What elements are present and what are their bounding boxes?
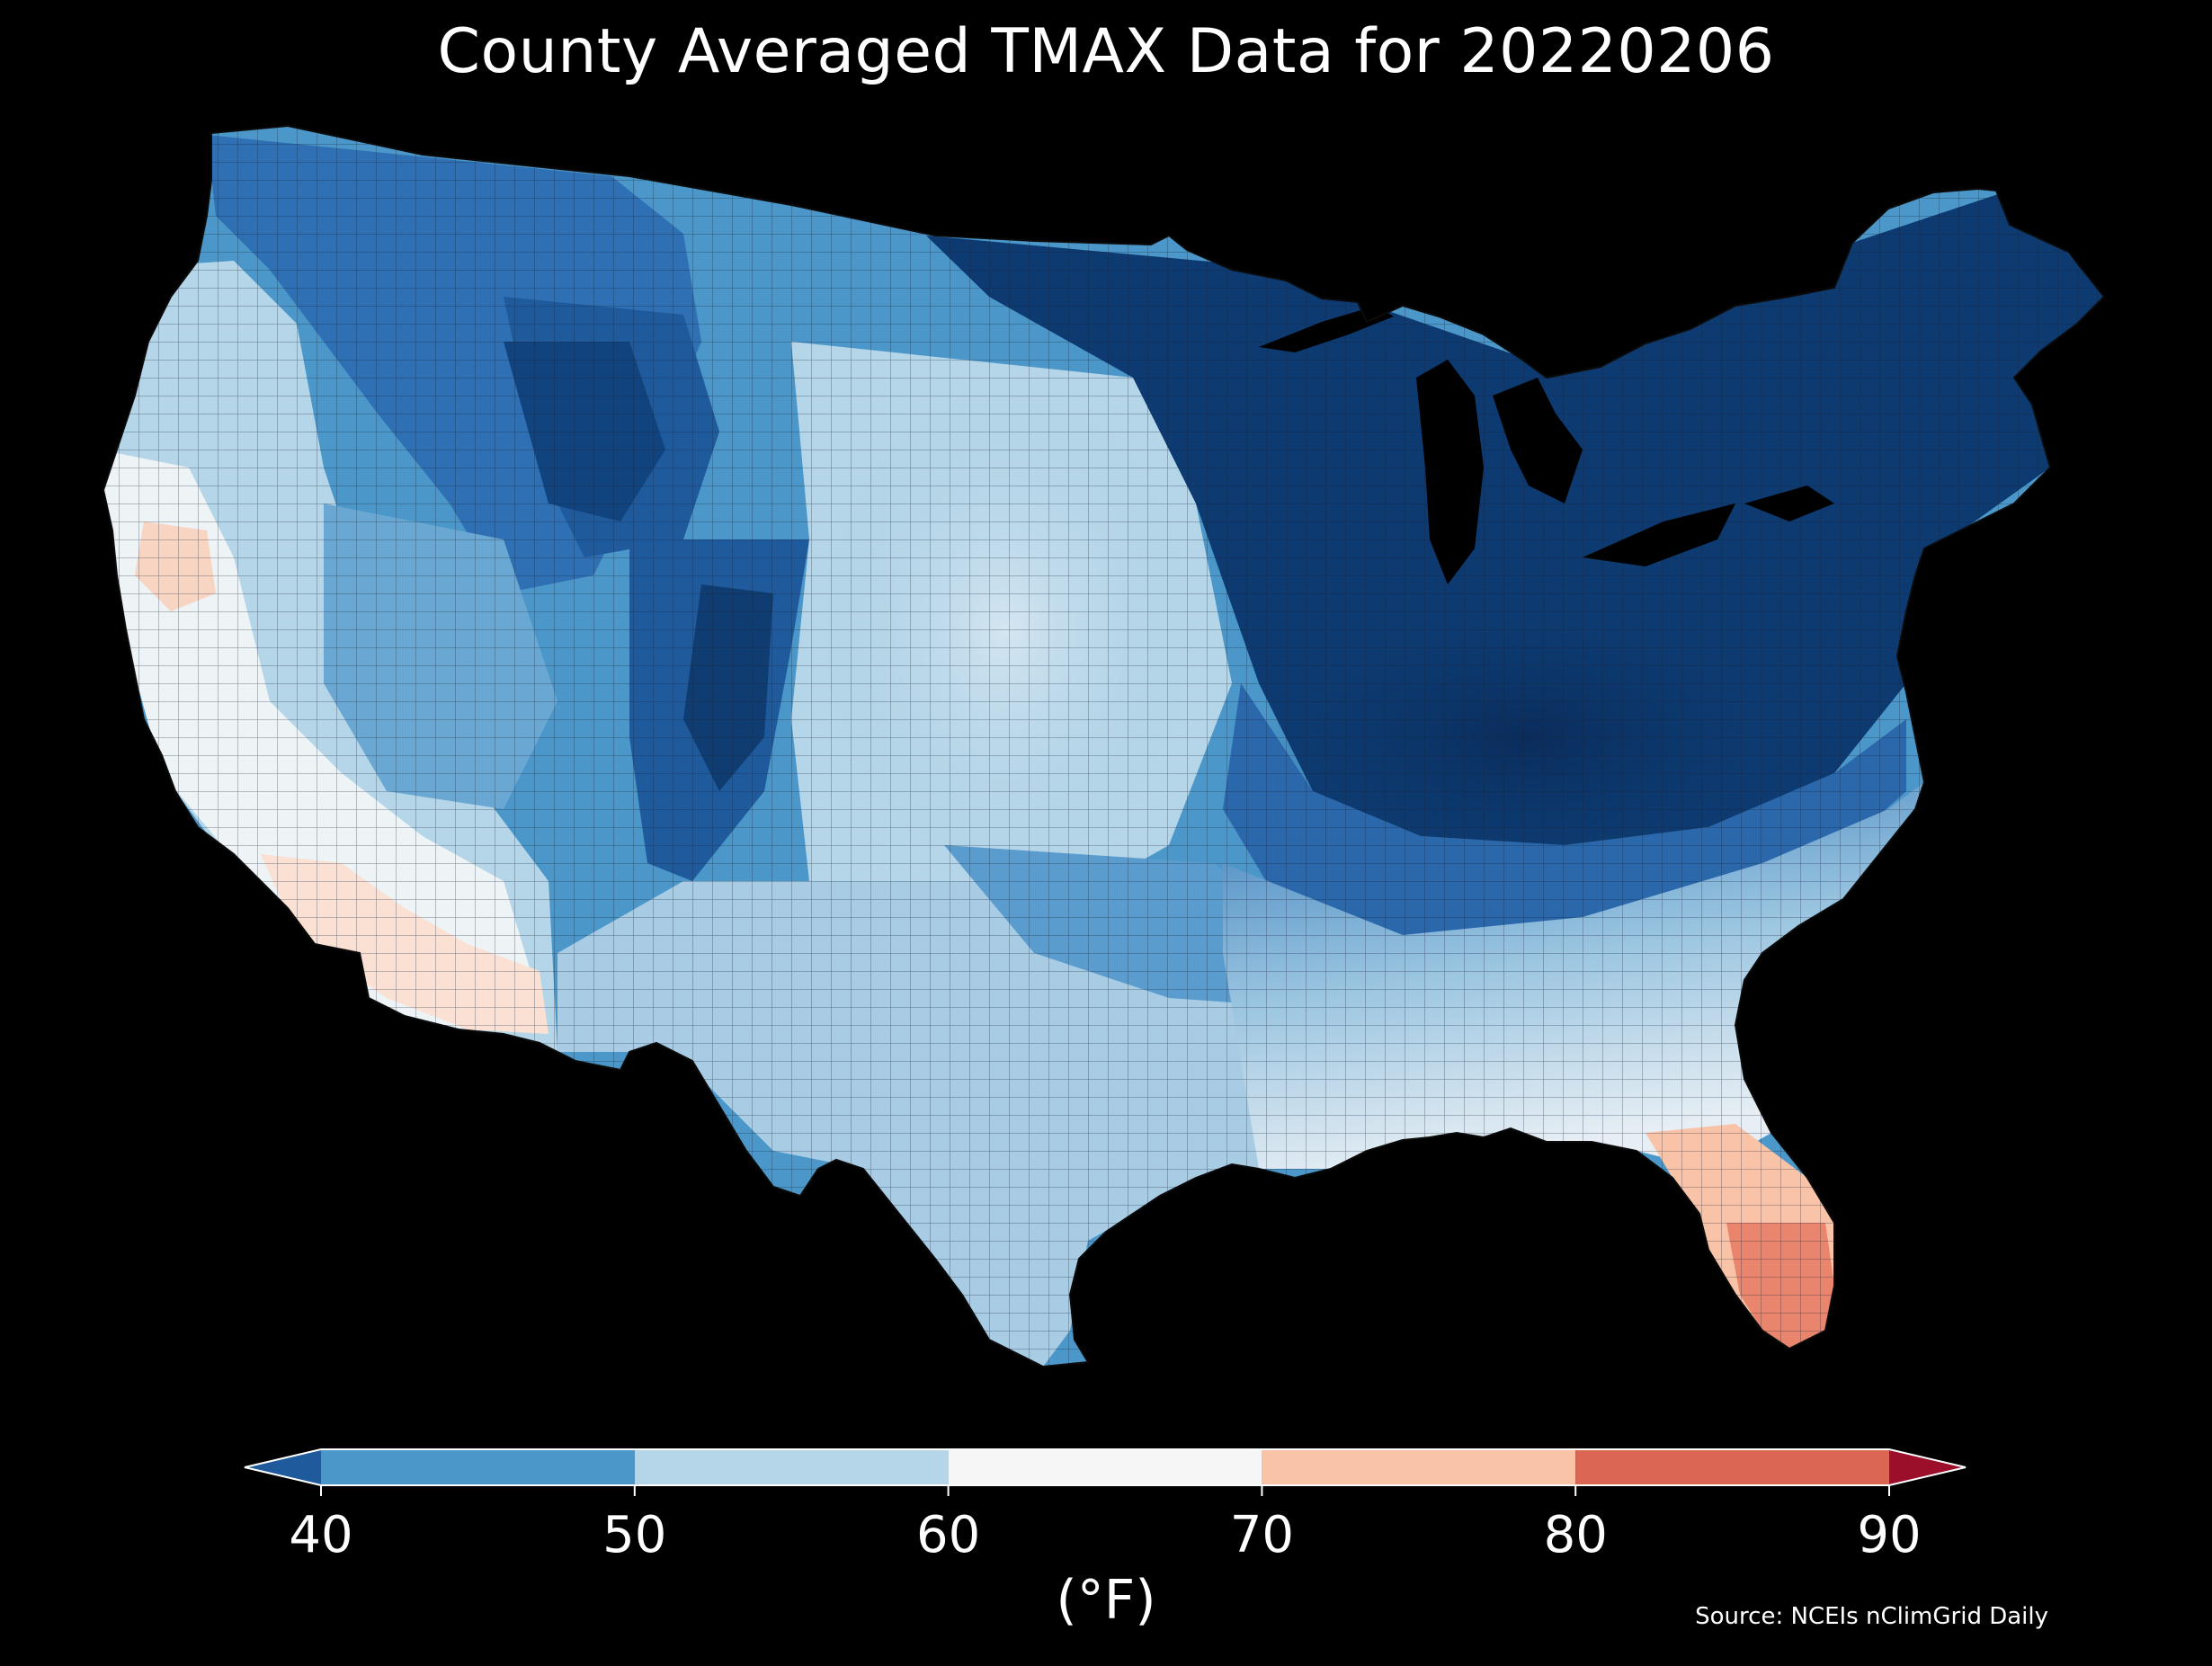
us-county-map	[102, 124, 2106, 1368]
great-lakes	[1259, 306, 1834, 584]
colorbar-bin	[634, 1449, 949, 1485]
colorbar-unit-label: (°F)	[1056, 1569, 1156, 1632]
colorbar-tick-label: 40	[289, 1506, 352, 1564]
colorbar-bin	[1262, 1449, 1576, 1485]
colorbar-tick-label: 70	[1230, 1506, 1294, 1564]
county-fill-layer	[103, 126, 2104, 1367]
us-outline	[102, 124, 2106, 1368]
colorbar-bin	[1575, 1449, 1889, 1485]
colorbar-extend-high	[1889, 1449, 1966, 1485]
colorbar-tick-label: 60	[916, 1506, 980, 1564]
source-credit: Source: NCEIs nClimGrid Daily	[1695, 1603, 2048, 1630]
colorbar-tick-label: 80	[1544, 1506, 1608, 1564]
colorbar-tick-label: 90	[1857, 1506, 1921, 1564]
colorbar-bin	[321, 1449, 635, 1485]
colorbar-bin	[948, 1449, 1262, 1485]
colorbar-tick-label: 50	[602, 1506, 666, 1564]
colorbar-extend-low	[245, 1449, 321, 1485]
map-title: County Averaged TMAX Data for 20220206	[437, 16, 1775, 87]
